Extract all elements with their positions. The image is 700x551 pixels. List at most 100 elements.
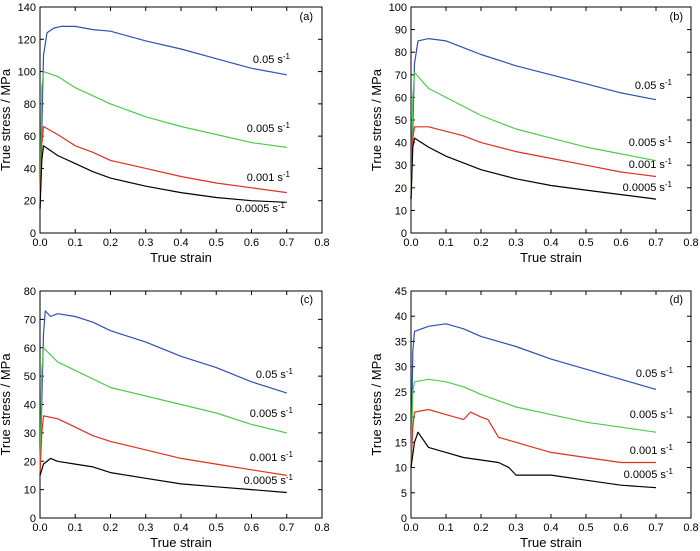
y-tick-label: 50 <box>395 115 407 127</box>
series-label-4: 0.0005 s-1 <box>236 201 286 215</box>
series-line-2 <box>39 70 287 209</box>
y-tick-label: 35 <box>395 336 407 348</box>
y-tick-label: 50 <box>24 371 36 383</box>
y-tick-label: 60 <box>395 92 407 104</box>
plot-frame <box>410 290 692 519</box>
y-tick-label: 10 <box>395 463 407 475</box>
x-tick-label: 0.5 <box>578 237 593 249</box>
chart-panel-b: 0.0 0.1 0.2 0.3 0.4 0.5 0.6 0.7 0.8 0 10 20 30 40 50 60… <box>369 2 699 265</box>
x-tick-label: 0.0 <box>32 237 47 249</box>
x-tick-label: 0.5 <box>209 522 224 534</box>
x-tick-label: 0.3 <box>508 522 523 534</box>
series-line-3 <box>410 408 656 468</box>
x-tick-label: 0.4 <box>173 237 188 249</box>
series-line-3 <box>410 126 657 200</box>
x-tick-label: 0.5 <box>209 237 224 249</box>
series-label-1: 0.05 s-1 <box>256 367 294 381</box>
y-axis-label: True stress / MPa <box>0 353 13 456</box>
y-tick-label: 20 <box>395 412 407 424</box>
series-label-1: 0.05 s-1 <box>253 52 291 66</box>
y-tick-label: 5 <box>401 488 407 500</box>
y-tick-label: 40 <box>24 400 36 412</box>
series-label-4: 0.0005 s-1 <box>244 473 294 487</box>
y-tick-label: 30 <box>395 160 407 172</box>
series-label-2: 0.005 s-1 <box>247 121 291 135</box>
x-tick-label: 0.0 <box>32 522 47 534</box>
chart-panel-a: 0.0 0.1 0.2 0.3 0.4 0.5 0.6 0.7 0.8 0 20 40 60 80 100 1… <box>0 2 330 265</box>
series-label-4: 0.0005 s-1 <box>623 180 673 194</box>
y-tick-label: 0 <box>30 513 36 525</box>
x-tick-label: 0.7 <box>648 237 663 249</box>
x-tick-label: 0.8 <box>683 522 698 534</box>
x-tick-label: 0.1 <box>68 522 83 534</box>
y-tick-label: 25 <box>395 387 407 399</box>
y-tick-label: 60 <box>24 343 36 355</box>
x-tick-label: 0.1 <box>438 522 453 534</box>
series-label-3: 0.001 s-1 <box>250 450 294 464</box>
x-tick-label: 0.0 <box>403 237 418 249</box>
x-tick-label: 0.6 <box>613 237 628 249</box>
y-axis-label: True stress / MPa <box>369 353 384 456</box>
x-tick-label: 0.1 <box>68 237 83 249</box>
x-tick-label: 0.4 <box>173 522 188 534</box>
x-tick-label: 0.3 <box>138 237 153 249</box>
x-tick-label: 0.2 <box>473 237 488 249</box>
series-line-1 <box>410 37 657 200</box>
series-line-4 <box>39 145 287 209</box>
series-line-3 <box>39 125 287 209</box>
y-tick-label: 120 <box>18 34 36 46</box>
chart-panel-d: 0.0 0.1 0.2 0.3 0.4 0.5 0.6 0.7 0.8 0 5 10 15 20 25 30 3… <box>369 286 699 550</box>
y-tick-label: 90 <box>395 25 407 37</box>
y-tick-label: 10 <box>395 205 407 217</box>
x-tick-label: 0.3 <box>138 522 153 534</box>
x-axis-label: True strain <box>150 535 212 550</box>
y-tick-label: 30 <box>395 362 407 374</box>
x-tick-label: 0.4 <box>543 237 558 249</box>
y-tick-label: 15 <box>395 437 407 449</box>
series-label-4: 0.0005 s-1 <box>624 467 674 481</box>
y-tick-label: 0 <box>30 228 36 240</box>
y-tick-label: 0 <box>401 228 407 240</box>
y-axis-label: True stress / MPa <box>0 68 13 171</box>
series-line-2 <box>410 378 657 468</box>
series-line-2 <box>39 347 287 476</box>
x-axis-label: True strain <box>520 250 582 265</box>
series-label-3: 0.001 s-1 <box>629 157 673 171</box>
x-tick-label: 0.2 <box>473 522 488 534</box>
x-tick-label: 0.6 <box>244 522 259 534</box>
series-label-2: 0.005 s-1 <box>629 135 673 149</box>
y-tick-label: 70 <box>24 314 36 326</box>
panel-label: (b) <box>670 11 683 23</box>
series-line-1 <box>39 310 287 476</box>
x-tick-label: 0.2 <box>103 522 118 534</box>
x-axis-label: True strain <box>150 250 212 265</box>
x-tick-label: 0.3 <box>508 237 523 249</box>
y-tick-label: 80 <box>395 47 407 59</box>
series-label-2: 0.005 s-1 <box>630 407 674 421</box>
x-tick-label: 0.0 <box>403 522 418 534</box>
panel-label: (d) <box>670 294 683 306</box>
series-line-4 <box>39 457 287 494</box>
y-tick-label: 20 <box>24 196 36 208</box>
series-line-3 <box>39 415 287 476</box>
series-label-3: 0.001 s-1 <box>247 170 291 184</box>
panel-label: (c) <box>300 294 313 306</box>
y-tick-label: 40 <box>395 138 407 150</box>
panel-label: (a) <box>300 11 313 23</box>
x-tick-label: 0.2 <box>103 237 118 249</box>
x-tick-label: 0.6 <box>613 522 628 534</box>
x-tick-label: 0.5 <box>578 522 593 534</box>
series-label-1: 0.05 s-1 <box>636 366 674 380</box>
x-tick-label: 0.7 <box>648 522 663 534</box>
y-tick-label: 20 <box>395 183 407 195</box>
x-tick-label: 0.7 <box>279 237 294 249</box>
series-line-2 <box>410 71 657 200</box>
x-tick-label: 0.8 <box>314 522 329 534</box>
series-line-1 <box>410 323 657 468</box>
y-tick-label: 80 <box>24 99 36 111</box>
series-line-4 <box>410 431 657 489</box>
y-axis-label: True stress / MPa <box>369 68 384 171</box>
series-label-2: 0.005 s-1 <box>250 406 294 420</box>
y-tick-label: 40 <box>24 163 36 175</box>
series-label-1: 0.05 s-1 <box>635 78 673 92</box>
